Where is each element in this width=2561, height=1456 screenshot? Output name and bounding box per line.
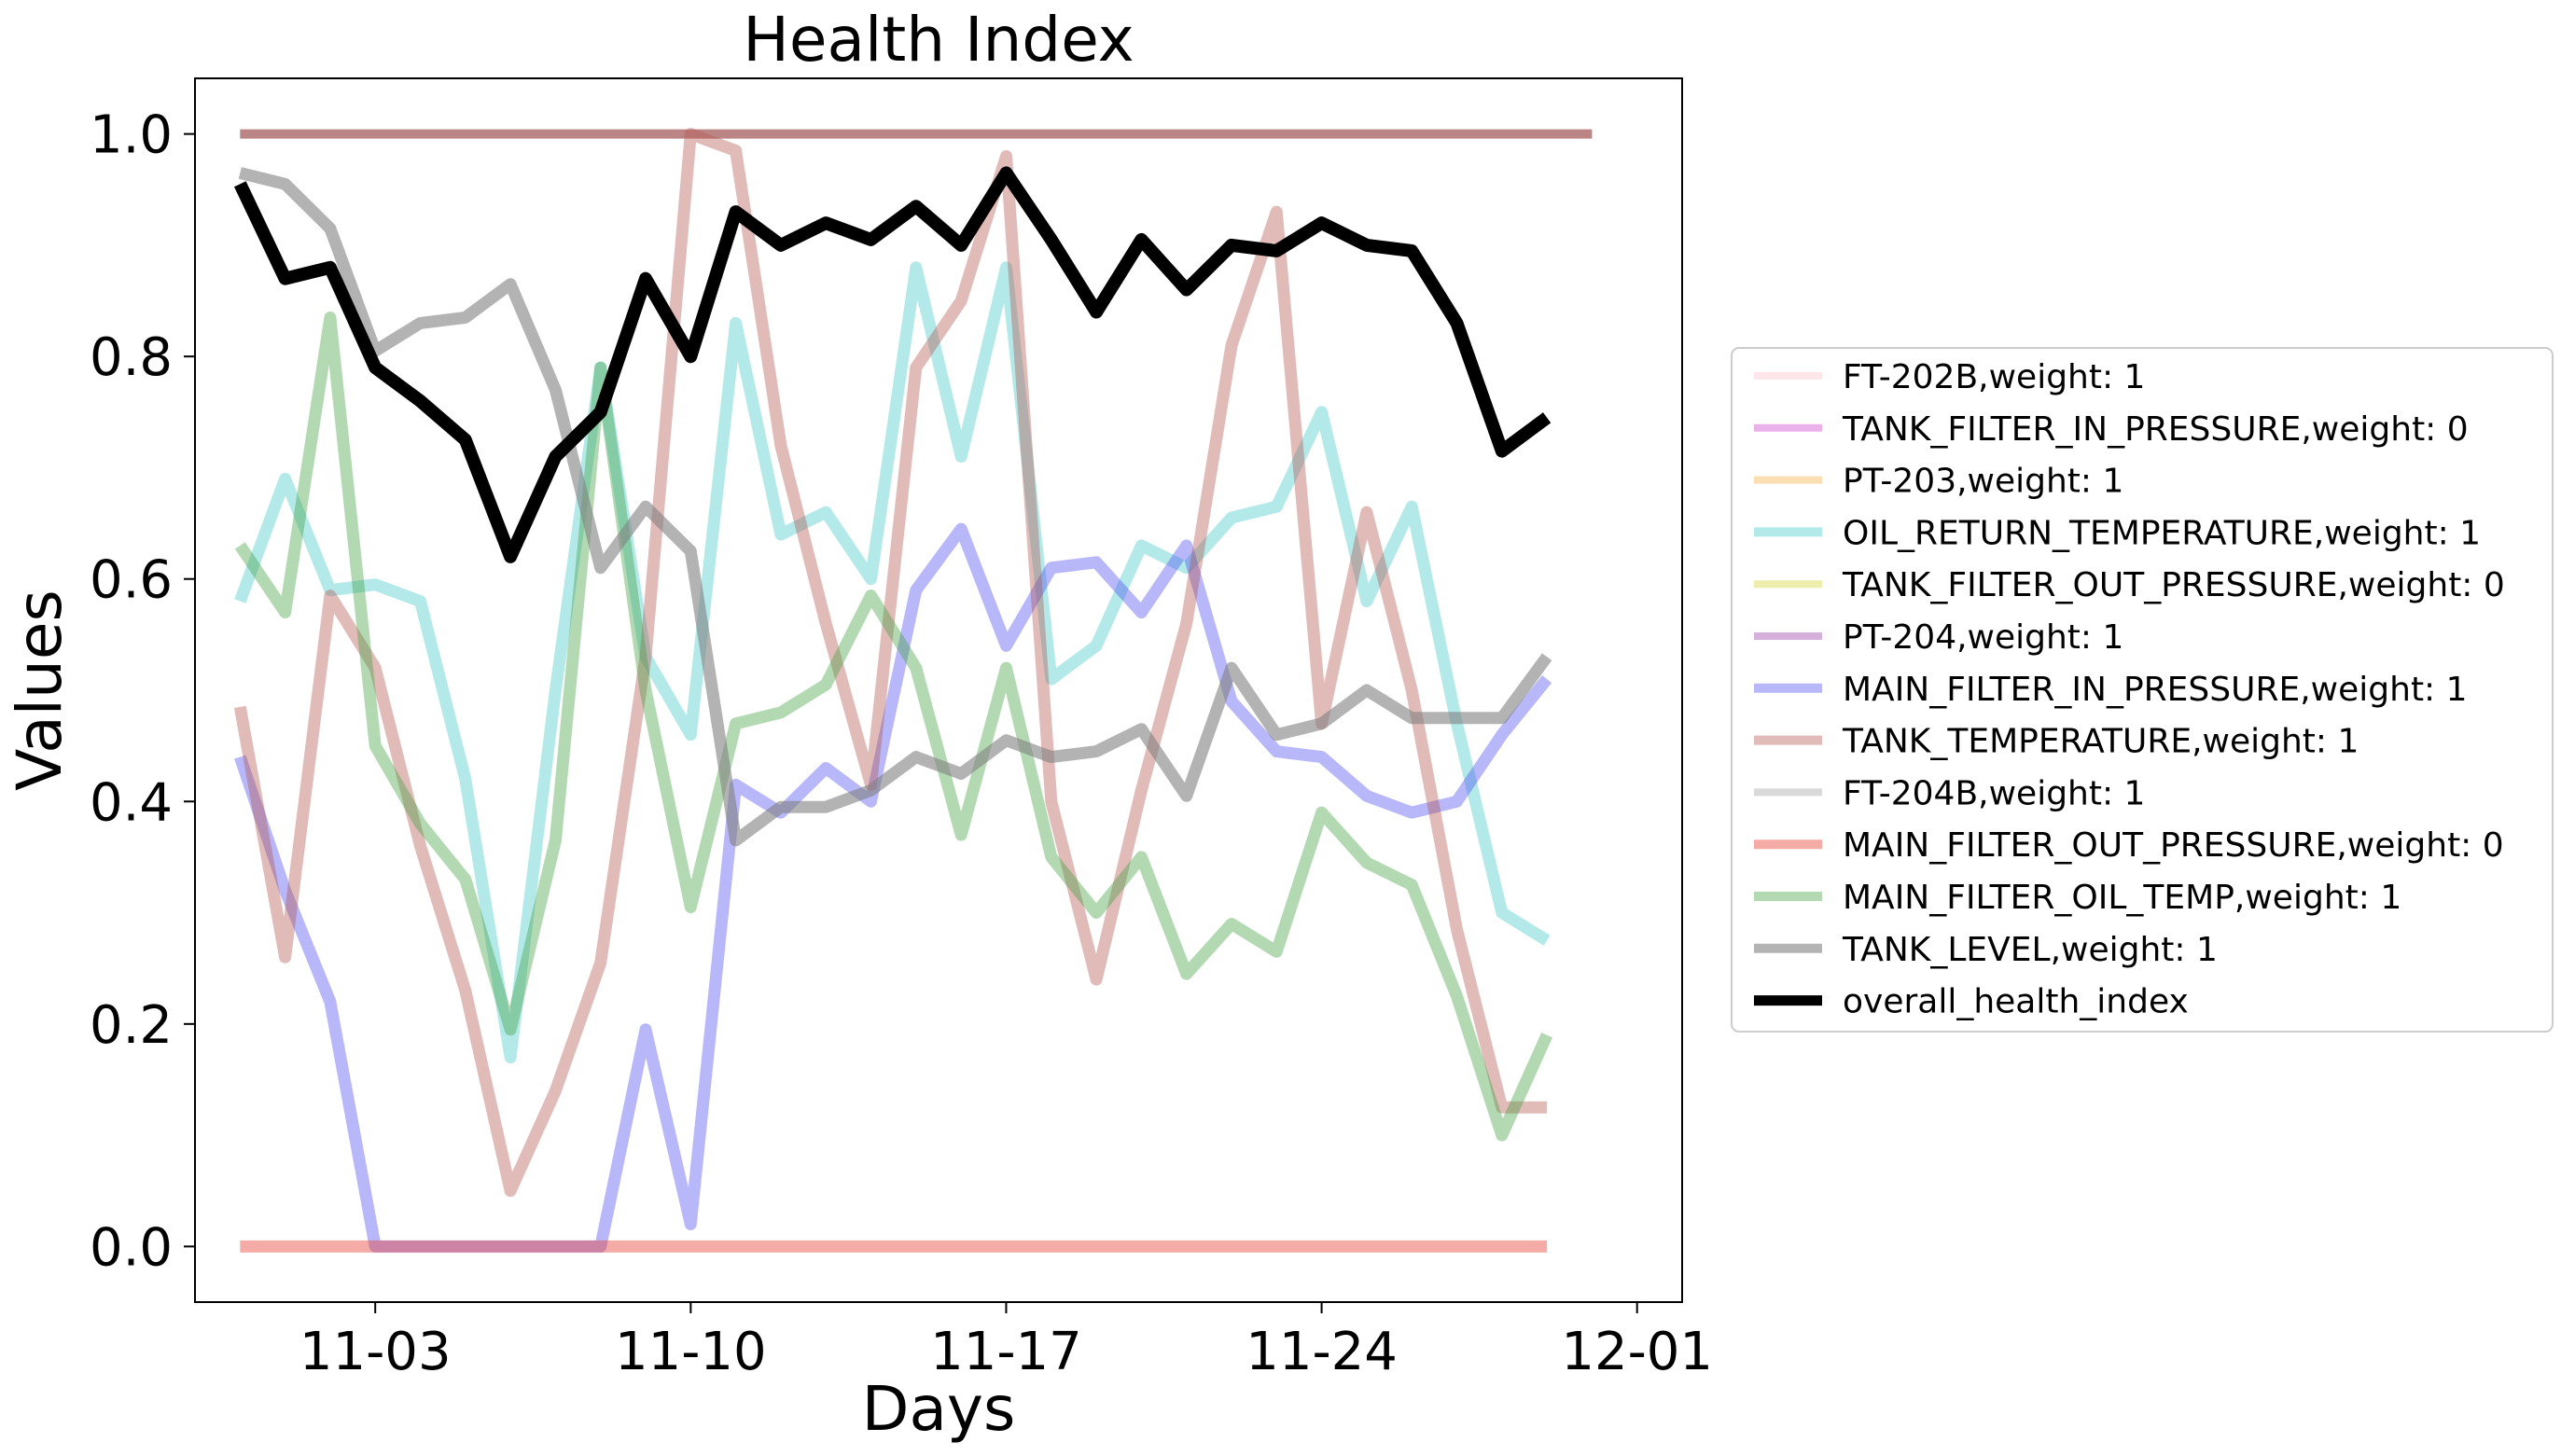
x-tick-label: 11-03 [299,1322,452,1382]
legend-label: TANK_FILTER_IN_PRESSURE,weight: 0 [1842,410,2469,449]
x-tick-label: 12-01 [1561,1322,1713,1382]
legend-label: FT-202B,weight: 1 [1843,358,2145,396]
legend-label: OIL_RETURN_TEMPERATURE,weight: 1 [1843,514,2481,552]
x-axis-ticks: 11-03 11-10 11-17 11-24 12-01 [299,1302,1713,1382]
legend-label: MAIN_FILTER_IN_PRESSURE,weight: 1 [1843,671,2468,709]
legend-label: TANK_TEMPERATURE,weight: 1 [1842,723,2359,761]
series-line-10 [234,311,1553,1142]
series-line-12 [233,166,1552,563]
legend-label: MAIN_FILTER_OIL_TEMP,weight: 1 [1843,879,2401,917]
legend-label: TANK_LEVEL,weight: 1 [1842,931,2218,969]
legend-label: TANK_FILTER_OUT_PRESSURE,weight: 0 [1842,566,2505,604]
legend-label: MAIN_FILTER_OUT_PRESSURE,weight: 0 [1843,826,2504,865]
legend-frame [1731,347,2554,1033]
y-tick-label: 0.4 [90,772,173,833]
series-line-3 [234,261,1551,1064]
chart-title: Health Index [743,4,1134,76]
legend-label: FT-204B,weight: 1 [1843,774,2145,812]
plot-frame [194,77,1683,1303]
y-tick-label: 0.8 [90,327,173,388]
legend: FT-202B,weight: 1 TANK_FILTER_IN_PRESSURE… [1731,347,2554,1033]
y-tick-label: 1.0 [90,105,173,166]
x-axis-label: Days [862,1373,1016,1445]
series-line-7 [233,128,1548,1198]
x-tick-label: 11-17 [930,1322,1082,1382]
y-axis-label: Values [4,589,76,791]
series-line-11 [238,167,1552,847]
legend-label: PT-203,weight: 1 [1843,463,2123,501]
legend-label: overall_health_index [1843,983,2189,1021]
series-lines [233,128,1553,1253]
legend-label: PT-204,weight: 1 [1843,618,2123,657]
y-tick-label: 0.0 [90,1217,173,1278]
y-axis-ticks: 0.0 0.2 0.4 0.6 0.8 1.0 [90,105,195,1278]
x-tick-label: 11-10 [615,1322,767,1382]
x-tick-label: 11-24 [1246,1322,1398,1382]
y-tick-label: 0.6 [90,550,173,611]
y-tick-label: 0.2 [90,995,173,1056]
series-line-6 [234,522,1552,1253]
